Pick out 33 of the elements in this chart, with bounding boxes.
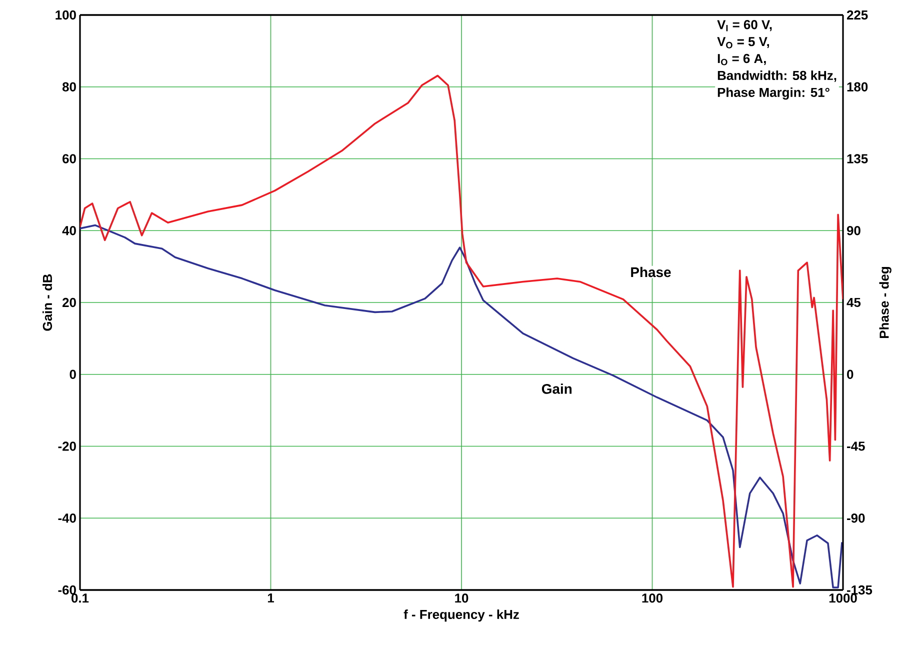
y-tick-label: -40 <box>58 514 76 523</box>
annotation: V$_{I}$ = 60 V, <box>717 20 772 32</box>
y-tick-label: -60 <box>58 585 76 595</box>
y2-tick-label: 45 <box>846 298 861 308</box>
x-tick-label: 10 <box>455 594 468 603</box>
y-tick-label: 40 <box>62 226 76 236</box>
y2-tick-label: -90 <box>847 514 865 523</box>
annotation: Bandwidth: 58 kHz, <box>718 70 836 82</box>
y-axis-title: Gain - dB <box>42 274 52 331</box>
y-tick-label: 0 <box>70 370 76 379</box>
y2-tick-label: 135 <box>847 154 868 164</box>
series-label: Gain <box>542 384 572 394</box>
y-tick-label: 100 <box>56 10 76 20</box>
x-tick-label: 100 <box>642 594 663 603</box>
y-tick-label: 20 <box>62 298 76 308</box>
x-axis-title: f - Frequency - kHz <box>404 610 519 622</box>
series-label: Phase <box>631 266 671 278</box>
y2-tick-label: 225 <box>846 10 868 20</box>
y2-tick-label: 0 <box>847 370 854 379</box>
x-tick-label: 0.1 <box>72 594 89 603</box>
y-tick-label: 60 <box>62 154 76 164</box>
y-tick-label: -20 <box>58 442 76 451</box>
annotation: I$_{O}$ = 6 A, <box>718 54 766 66</box>
y2-tick-label: -45 <box>847 442 865 451</box>
x-tick-label: 1000 <box>829 594 857 603</box>
x-tick-label: 1 <box>268 594 274 602</box>
y2-tick-label: 90 <box>846 226 860 236</box>
y2-tick-label: 180 <box>847 82 868 92</box>
y-tick-label: 80 <box>62 82 76 92</box>
annotation: Phase Margin: 51° <box>718 87 830 100</box>
annotation: V$_{O}$ = 5 V, <box>717 37 769 48</box>
y2-tick-label: -135 <box>847 585 872 595</box>
y2-axis-title: Phase - deg <box>879 267 892 338</box>
